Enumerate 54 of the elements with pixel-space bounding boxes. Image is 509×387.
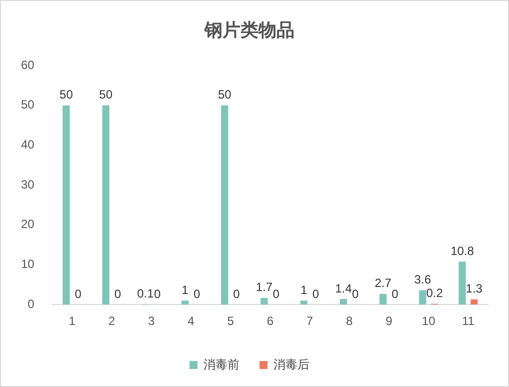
data-label: 0 bbox=[392, 286, 399, 301]
data-label: 0 bbox=[74, 286, 82, 301]
x-tick-label: 11 bbox=[462, 314, 475, 328]
data-label: 0 bbox=[154, 286, 161, 301]
x-tick-label: 1 bbox=[68, 314, 76, 328]
data-label: 2.7 bbox=[374, 276, 392, 290]
data-label: 50 bbox=[99, 88, 113, 102]
x-tick-label: 8 bbox=[346, 314, 354, 328]
data-label: 10.8 bbox=[450, 244, 474, 258]
legend-label: 消毒前 bbox=[204, 357, 240, 372]
data-label: 0 bbox=[233, 286, 240, 301]
x-tick-label: 3 bbox=[148, 314, 156, 328]
y-tick-label: 40 bbox=[20, 138, 35, 152]
y-tick-label: 20 bbox=[20, 217, 35, 232]
data-label: 1.4 bbox=[335, 281, 352, 296]
data-label: 50 bbox=[60, 88, 74, 102]
data-label: 50 bbox=[218, 88, 232, 102]
bar bbox=[458, 262, 466, 305]
data-label: 0 bbox=[272, 286, 280, 301]
data-label: 1 bbox=[182, 282, 189, 297]
bar bbox=[62, 105, 70, 305]
bar bbox=[470, 299, 478, 305]
data-label: 0.1 bbox=[137, 286, 154, 301]
y-tick-label: 10 bbox=[20, 257, 35, 272]
x-tick-label: 2 bbox=[108, 314, 116, 328]
data-label: 3.6 bbox=[414, 272, 432, 287]
bar bbox=[260, 298, 268, 305]
x-tick-label: 4 bbox=[188, 314, 195, 328]
bar bbox=[181, 300, 189, 305]
y-tick-label: 60 bbox=[20, 58, 35, 72]
bar bbox=[419, 290, 426, 305]
data-label: 0 bbox=[114, 286, 122, 301]
legend-label: 消毒后 bbox=[274, 357, 310, 372]
y-tick-label: 30 bbox=[20, 177, 35, 192]
bar bbox=[340, 299, 348, 305]
data-label: 0 bbox=[194, 286, 201, 301]
x-tick-label: 5 bbox=[227, 314, 234, 328]
data-label: 0.2 bbox=[426, 286, 444, 300]
data-label: 1 bbox=[300, 282, 308, 297]
data-label: 1.7 bbox=[256, 280, 273, 294]
data-label: 1.3 bbox=[466, 282, 483, 296]
data-label: 0 bbox=[312, 286, 320, 301]
x-tick-label: 10 bbox=[422, 314, 436, 328]
bar bbox=[221, 105, 228, 305]
chart-title: 钢片类物品 bbox=[204, 20, 294, 40]
x-tick-label: 7 bbox=[306, 314, 314, 328]
y-tick-label: 50 bbox=[20, 98, 35, 112]
bar bbox=[379, 294, 387, 305]
x-tick-label: 6 bbox=[266, 314, 274, 328]
bar bbox=[300, 300, 308, 305]
bar bbox=[102, 105, 110, 305]
data-label: 0 bbox=[352, 286, 359, 301]
x-tick-label: 9 bbox=[386, 314, 393, 328]
y-tick-label: 0 bbox=[28, 296, 35, 311]
